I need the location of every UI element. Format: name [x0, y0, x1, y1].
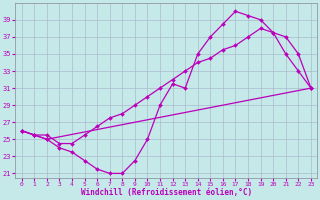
X-axis label: Windchill (Refroidissement éolien,°C): Windchill (Refroidissement éolien,°C)	[81, 188, 252, 197]
